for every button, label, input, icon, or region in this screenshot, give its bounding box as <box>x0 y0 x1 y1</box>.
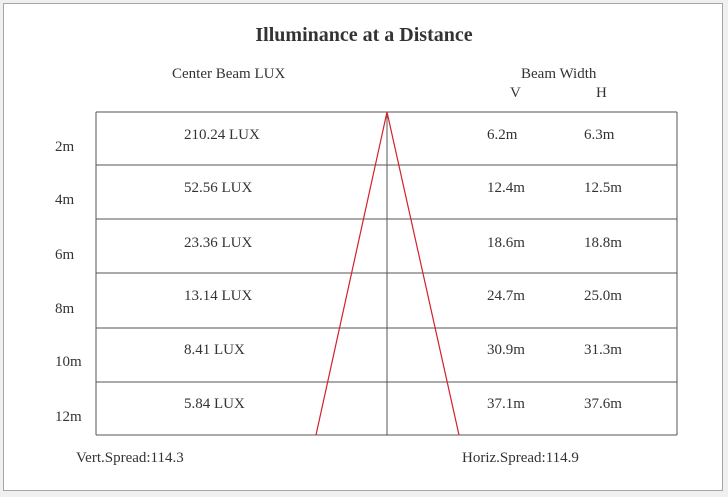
vertical-spread-label: Vert.Spread:114.3 <box>76 450 184 466</box>
horizontal-spread-label: Horiz.Spread:114.9 <box>462 450 579 466</box>
beam-width-h: 25.0m <box>584 288 622 304</box>
beam-width-h: 18.8m <box>584 235 622 251</box>
beam-width-h: 31.3m <box>584 342 622 358</box>
distance-label: 12m <box>55 409 82 425</box>
lux-value: 8.41 LUX <box>184 342 245 358</box>
beam-width-h: 37.6m <box>584 396 622 412</box>
distance-label: 10m <box>55 354 82 370</box>
lux-value: 23.36 LUX <box>184 235 253 251</box>
lux-value: 13.14 LUX <box>184 288 253 304</box>
beam-right-edge <box>386 111 460 436</box>
beam-left-edge <box>315 111 388 436</box>
beam-width-v: 24.7m <box>487 288 525 304</box>
distance-label: 8m <box>55 301 75 317</box>
diagram-panel <box>3 3 723 491</box>
distance-label: 4m <box>55 192 75 208</box>
beam-width-header: Beam Width <box>521 66 597 82</box>
horizontal-width-header: H <box>596 85 607 101</box>
diagram-title: Illuminance at a Distance <box>255 24 473 46</box>
beam-width-v: 18.6m <box>487 235 525 251</box>
beam-width-v: 30.9m <box>487 342 525 358</box>
lux-value: 5.84 LUX <box>184 396 245 412</box>
vertical-width-header: V <box>510 85 521 101</box>
beam-width-h: 12.5m <box>584 180 622 196</box>
beam-width-v: 37.1m <box>487 396 525 412</box>
center-beam-lux-header: Center Beam LUX <box>172 66 286 82</box>
lux-value: 210.24 LUX <box>184 127 260 143</box>
distance-label: 6m <box>55 247 75 263</box>
lux-value: 52.56 LUX <box>184 180 253 196</box>
beam-width-v: 12.4m <box>487 180 525 196</box>
beam-width-h: 6.3m <box>584 127 615 143</box>
beam-width-v: 6.2m <box>487 127 518 143</box>
distance-label: 2m <box>55 139 75 155</box>
